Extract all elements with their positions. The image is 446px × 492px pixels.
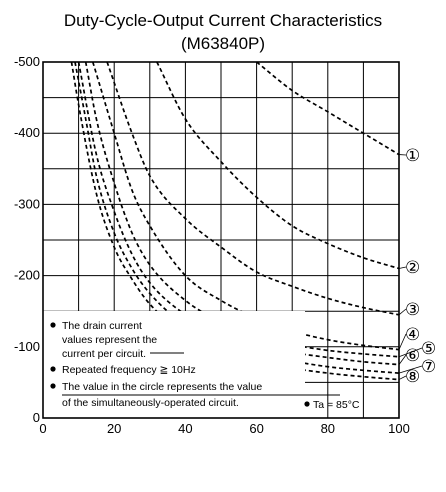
y-tick-label: 0 xyxy=(33,410,40,425)
series-label-leader xyxy=(398,354,407,365)
series-label-leader xyxy=(398,266,407,269)
series-label-7: ⑦ xyxy=(421,357,436,377)
chart-subtitle: (M63840P) xyxy=(180,34,266,53)
x-tick-label: 80 xyxy=(321,421,335,436)
x-tick-label: 100 xyxy=(388,421,410,436)
axis-layer: 0 20 40 60 80 100 0 -100 -200 -300 -400 -500 xyxy=(14,54,410,436)
x-tick-label: 40 xyxy=(178,421,192,436)
x-tick-label: 60 xyxy=(249,421,263,436)
frame-layer xyxy=(42,61,400,419)
annotation-box xyxy=(43,311,305,419)
annotation-bullet xyxy=(50,366,56,372)
series-curve-4 xyxy=(91,61,400,351)
annotation-bullet xyxy=(304,401,310,407)
annotation-line: The value in the circle represents the v… xyxy=(62,381,262,393)
y-tick-label: -400 xyxy=(14,125,40,140)
series-curve-2 xyxy=(156,61,400,270)
annotation-bullet xyxy=(50,322,56,328)
series-label-3: ③ xyxy=(405,300,420,320)
series-label-4: ④ xyxy=(405,325,420,345)
annotation-line: current per circuit. xyxy=(62,348,146,360)
annotation-line: values represent the xyxy=(62,334,157,346)
y-tick-label: -500 xyxy=(14,54,40,69)
series-label-leader xyxy=(398,365,423,374)
series-label-leader xyxy=(398,347,423,358)
y-tick-label: -300 xyxy=(14,196,40,211)
y-tick-label: -100 xyxy=(14,339,40,354)
series-label-6: ⑥ xyxy=(405,346,420,366)
y-tick-label: -200 xyxy=(14,268,40,283)
series-label-leader xyxy=(398,308,407,316)
series-label-1: ① xyxy=(405,146,420,166)
plot-frame xyxy=(42,61,400,419)
annotation-line: of the simultaneously-operated circuit. xyxy=(62,397,239,409)
series-label-5: ⑤ xyxy=(421,339,436,359)
x-tick-label: 0 xyxy=(39,421,46,436)
series-label-8: ⑧ xyxy=(405,367,420,387)
annotation-layer: The drain current values represent the c… xyxy=(50,320,360,411)
series-curve-1 xyxy=(256,61,400,156)
annotation-bullet xyxy=(50,383,56,389)
series-label-2: ② xyxy=(405,258,420,278)
series-label-leader xyxy=(398,333,407,350)
annotation-line: Repeated frequency ≧ 10Hz xyxy=(62,364,196,376)
chart-title: Duty-Cycle-Output Current Characteristic… xyxy=(63,11,383,30)
series-label-leader xyxy=(398,375,407,380)
series-curve-3 xyxy=(106,61,400,316)
annotation-line: The drain current xyxy=(62,320,142,332)
x-tick-label: 20 xyxy=(107,421,121,436)
annotation-line: Ta = 85°C xyxy=(313,399,360,411)
